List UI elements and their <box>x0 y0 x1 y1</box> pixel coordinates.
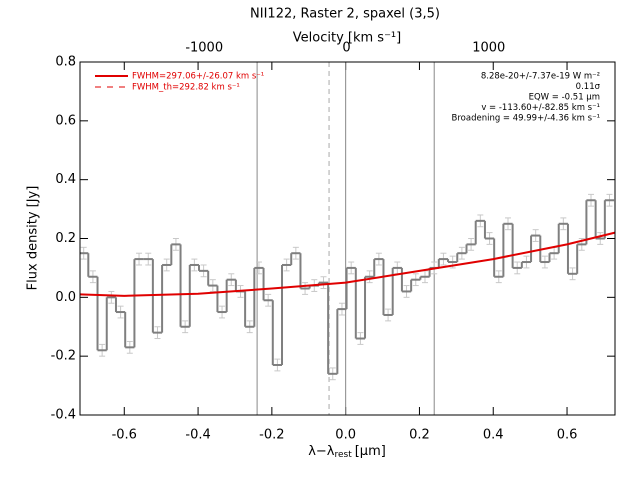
y-tick-label: 0.8 <box>55 55 76 70</box>
y-tick-label: 0.4 <box>55 172 76 187</box>
x2-tick-label: 1000 <box>472 41 505 56</box>
x-tick-label: -0.6 <box>112 428 137 443</box>
x-label-sub: rest <box>334 450 352 460</box>
x-tick-label: 0.0 <box>335 428 356 443</box>
y-tick-label: 0.2 <box>55 231 76 246</box>
y-tick-label: 0.0 <box>55 290 76 305</box>
x-axis-label: λ−λrest [μm] <box>308 444 386 460</box>
annotation: Broadening = 49.99+/-4.36 km s⁻¹ <box>452 114 600 124</box>
legend-label: FWHM_th=292.82 km s⁻¹ <box>132 83 240 93</box>
x-tick-label: -0.2 <box>259 428 284 443</box>
y-axis-label: Flux density [Jy] <box>26 186 41 291</box>
annotation: EQW = -0.51 μm <box>529 93 600 103</box>
x2-tick-label: 0 <box>342 41 350 56</box>
x2-axis-label: Velocity [km s⁻¹] <box>293 31 401 46</box>
x2-tick-label: -1000 <box>185 41 223 56</box>
x-tick-label: 0.6 <box>557 428 578 443</box>
x-tick-label: -0.4 <box>185 428 210 443</box>
x-tick-label: 0.2 <box>409 428 430 443</box>
y-tick-label: -0.4 <box>51 408 76 423</box>
fit-line <box>79 231 616 297</box>
x-tick-label: 0.4 <box>483 428 504 443</box>
x-label-unit: [μm] <box>355 444 386 459</box>
y-tick-label: -0.2 <box>51 349 76 364</box>
annotation: v = -113.60+/-82.85 km s⁻¹ <box>481 103 600 113</box>
plot-frame <box>79 61 616 416</box>
legend-label: FWHM=297.06+/-26.07 km s⁻¹ <box>132 72 264 82</box>
chart-title: NII122, Raster 2, spaxel (3,5) <box>250 7 440 22</box>
y-tick-label: 0.6 <box>55 113 76 128</box>
annotation: 0.11σ <box>576 82 601 92</box>
x-label-main: λ−λ <box>308 444 335 459</box>
annotation: 8.28e-20+/-7.37e-19 W m⁻² <box>481 72 600 82</box>
